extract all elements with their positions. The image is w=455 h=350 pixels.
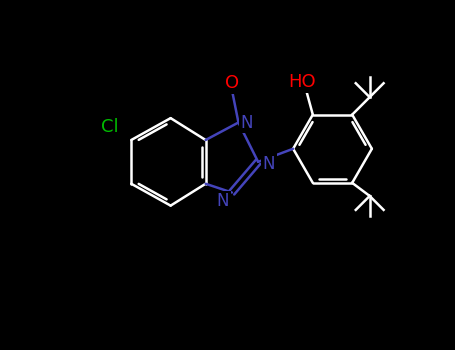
Text: N: N [217,192,229,210]
Text: Cl: Cl [101,118,118,136]
Text: O: O [225,74,239,92]
Text: HO: HO [288,73,316,91]
Text: N: N [263,155,275,173]
Text: N: N [241,113,253,132]
